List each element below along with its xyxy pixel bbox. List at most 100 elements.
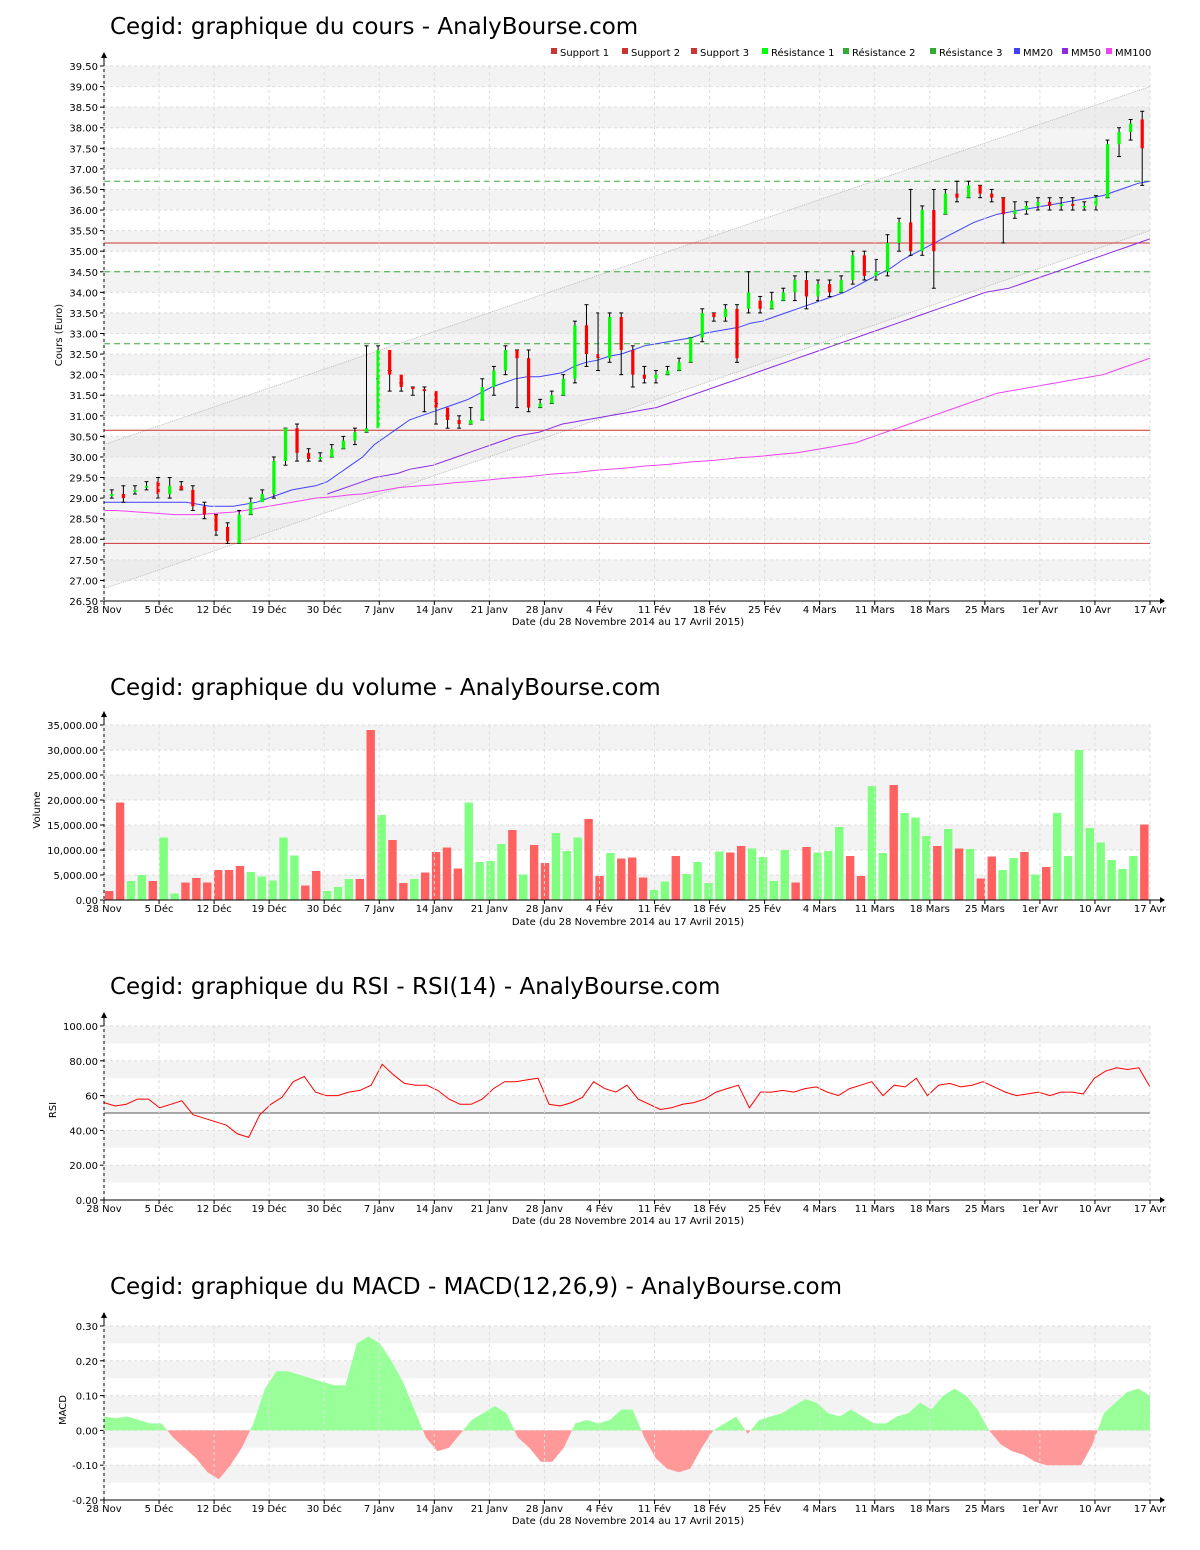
volume-bar-down (148, 881, 157, 900)
volume-bar-up (1107, 860, 1116, 900)
volume-bar-up (1085, 828, 1095, 900)
x-tick-label: 4 Mars (803, 605, 837, 616)
volume-bar-up (758, 857, 768, 900)
x-tick-label: 5 Déc (145, 1203, 174, 1215)
x-tick-label: 18 Mars (910, 904, 950, 915)
y-tick-label: 5,000.00 (53, 871, 98, 882)
candle-up (920, 210, 924, 252)
price-legend: Support 1 Support 2 Support 3 Résistance 1 R… (551, 47, 1151, 59)
candle-down (758, 300, 762, 309)
volume-bar-down (388, 840, 397, 900)
volume-bar-up (322, 891, 332, 900)
volume-bar-down (987, 856, 996, 900)
macd-positive-area (750, 1388, 990, 1431)
volume-bar-up (998, 870, 1007, 900)
volume-bar-down (976, 878, 986, 900)
candle-up (1094, 197, 1098, 206)
x-tick-label: 14 Janv (416, 605, 453, 616)
grid-band (104, 354, 1150, 375)
macd-negative-area (989, 1430, 1098, 1466)
candle-down (735, 308, 739, 359)
plot-background (104, 725, 1150, 900)
x-tick-label: 17 Avr (1134, 605, 1167, 616)
candle-up (1059, 203, 1063, 206)
macd-positive-area (1097, 1388, 1150, 1431)
candle-up (700, 312, 704, 338)
volume-bar-down (453, 868, 463, 900)
candle-up (885, 242, 890, 272)
grid-band (104, 725, 1150, 750)
candle-down (642, 374, 646, 379)
candle-down (1001, 197, 1005, 215)
candle-down (457, 419, 461, 425)
volume-bar-down (736, 846, 746, 900)
x-tick-label: 18 Mars (910, 605, 950, 616)
candle-up (897, 222, 901, 243)
x-tick-label: 5 Déc (145, 903, 174, 915)
x-tick-label: 5 Déc (145, 1503, 174, 1515)
volume-bar-up (159, 837, 168, 900)
x-tick-label: 4 Mars (803, 1504, 837, 1515)
y-tick-label: 26.50 (69, 597, 98, 608)
candle-up (503, 349, 508, 371)
y-tick-label: 32.00 (69, 371, 98, 382)
x-tick-label: 4 Fév (586, 604, 613, 616)
y-tick-label: 29.00 (69, 494, 98, 505)
volume-bar-up (922, 836, 931, 900)
grid-band (104, 1165, 1150, 1183)
candle-down (978, 185, 982, 194)
moving-averages (104, 180, 1151, 516)
candle-up (469, 419, 473, 425)
macd-positive-area (572, 1409, 642, 1431)
y-tick-label: 15,000.00 (47, 821, 98, 832)
legend-label: Résistance 3 (939, 47, 1002, 59)
volume-bar-up (693, 862, 702, 900)
x-tick-label: 7 Janv (364, 904, 395, 915)
y-tick-label: 0.00 (76, 1426, 98, 1437)
volume-bar-down (856, 876, 866, 900)
volume-bar-up (835, 827, 844, 900)
candlesticks (109, 110, 1145, 544)
x-tick-label: 25 Fév (748, 903, 781, 915)
grid-band (104, 1465, 1150, 1483)
macd-y-label: MACD (58, 1395, 69, 1425)
x-tick-label: 21 Janv (471, 904, 508, 915)
x-tick-label: 25 Fév (748, 1203, 781, 1215)
x-tick-label: 18 Fév (693, 1503, 726, 1515)
legend-swatch (1062, 48, 1068, 54)
price-chart: Cegid: graphique du cours - AnalyBourse.… (54, 14, 1167, 628)
y-tick-label: 35.50 (69, 227, 98, 238)
volume-bar-up (780, 850, 789, 900)
x-tick-label: 21 Janv (471, 1204, 508, 1215)
grid-band (104, 395, 1150, 416)
volume-bar-up (1031, 874, 1040, 900)
volume-bar-down (366, 730, 375, 900)
candle-down (1140, 119, 1144, 149)
volume-bar-up (715, 851, 724, 900)
legend-swatch (1014, 48, 1020, 54)
candle-up (492, 370, 496, 387)
candle-up (665, 370, 670, 375)
volume-bar-down (235, 866, 245, 900)
legend-label: Support 1 (560, 48, 609, 59)
volume-bar-down (224, 870, 234, 900)
x-tick-label: 11 Fév (638, 1203, 671, 1215)
volume-bar-up (170, 893, 179, 900)
volume-bar-up (1074, 750, 1084, 900)
macd-x-ticks: 28 Nov 5 Déc 12 Déc 19 Déc 30 Déc 7 Janv 14 Ja… (86, 1326, 1167, 1515)
x-tick-label: 11 Fév (638, 604, 671, 616)
candle-down (399, 374, 403, 387)
macd-negative-area (745, 1430, 751, 1434)
volume-bar-up (769, 881, 779, 900)
volume-bar-up (126, 881, 136, 900)
volume-bar-up (1118, 869, 1127, 900)
y-tick-label: 35,000.00 (47, 721, 98, 732)
x-tick-label: 30 Déc (307, 1203, 342, 1215)
rsi-path (103, 1063, 1151, 1139)
volume-bars (105, 730, 1149, 900)
x-tick-label: 19 Déc (252, 1203, 287, 1215)
candle-up (260, 494, 264, 503)
volume-bar-up (660, 881, 670, 900)
candle-down (307, 452, 311, 460)
volume-bar-down (671, 856, 680, 900)
